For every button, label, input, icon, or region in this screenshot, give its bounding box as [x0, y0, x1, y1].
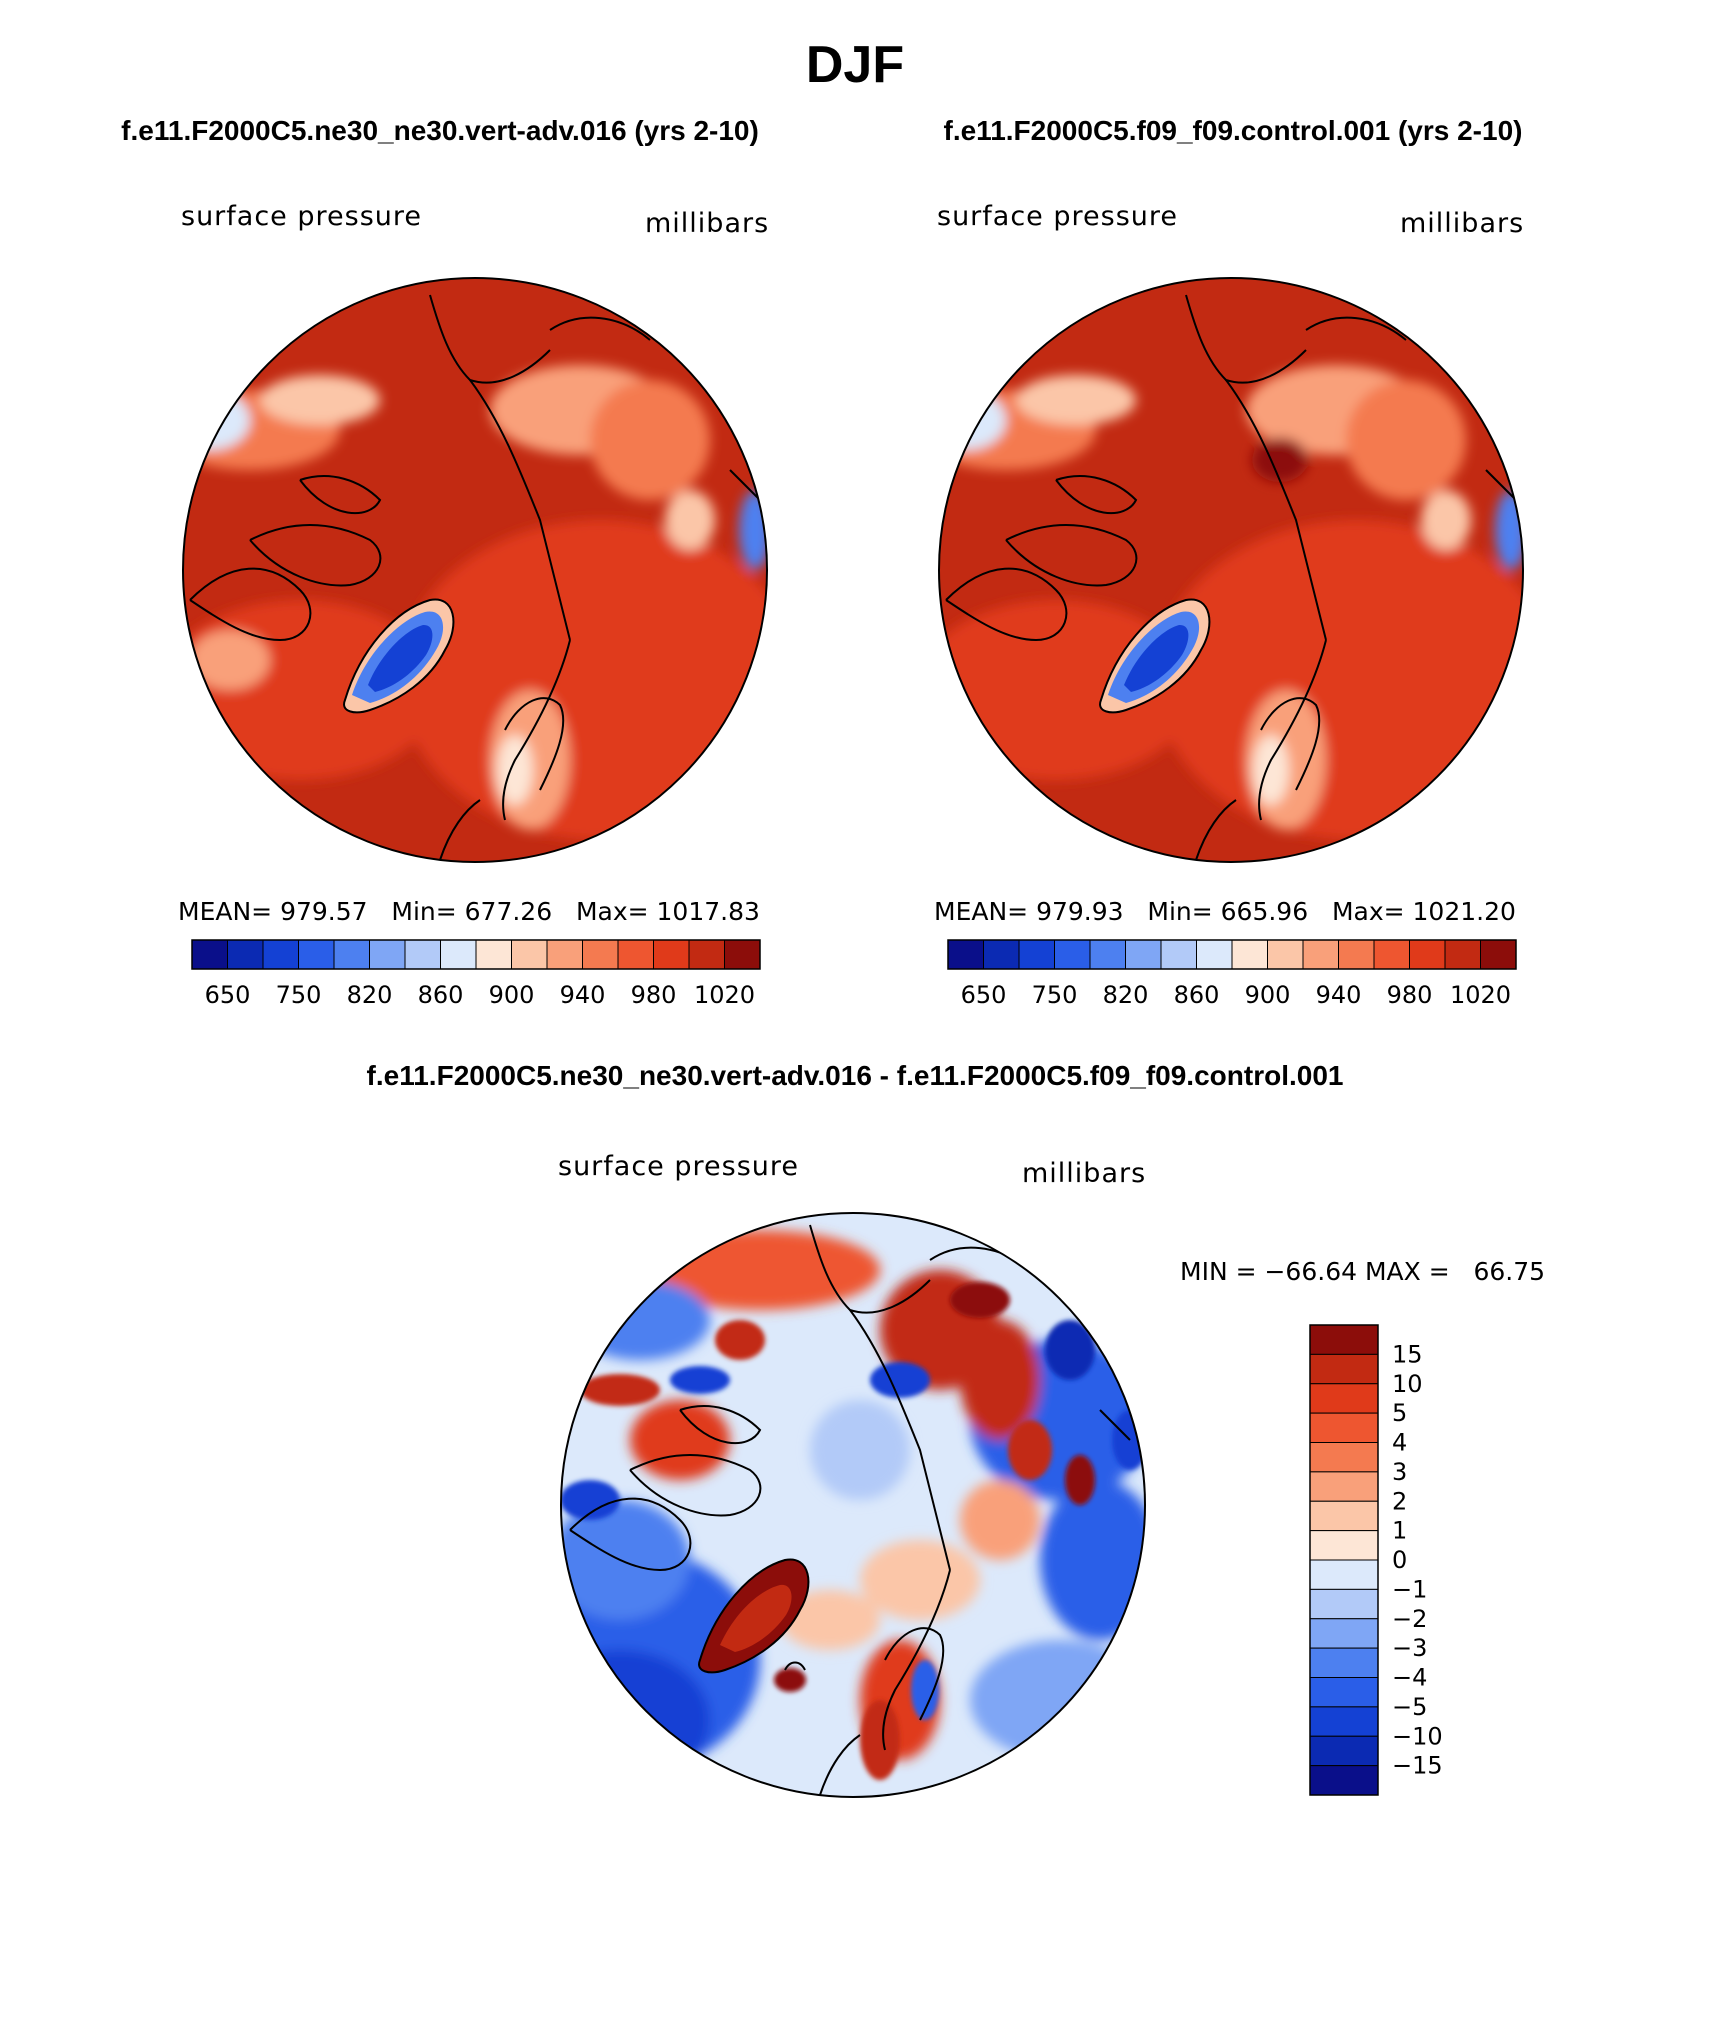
diff-colorbar-swatch-13: [1309, 1706, 1379, 1737]
panel-1-colorbar-label-2: 820: [347, 981, 393, 1009]
panel-1-colorbar-label-1: 750: [276, 981, 322, 1009]
panel-1-colorbar-swatch-13: [653, 939, 690, 970]
panel-1-colorbar-swatch-7: [440, 939, 477, 970]
diff-colorbar-label-1: 10: [1392, 1370, 1423, 1398]
panel-2-units-label: millibars: [1400, 208, 1524, 239]
panel-1-colorbar-label-6: 980: [631, 981, 677, 1009]
panel-2-polar-map: [938, 277, 1524, 863]
diff-colorbar-label-14: −15: [1392, 1752, 1443, 1780]
diff-colorbar-swatch-1: [1309, 1353, 1379, 1385]
diff-colorbar-label-4: 3: [1392, 1458, 1407, 1486]
diff-colorbar-swatch-3: [1309, 1412, 1379, 1443]
diff-colorbar-label-3: 4: [1392, 1429, 1407, 1457]
panel-1-colorbar-swatch-14: [688, 939, 725, 970]
panel-2-colorbar-label-6: 980: [1387, 981, 1433, 1009]
panel-1-colorbar-swatch-1: [227, 939, 264, 970]
panel-2-colorbar-label-3: 860: [1174, 981, 1220, 1009]
diff-colorbar-label-13: −10: [1392, 1722, 1443, 1750]
panel-2-colorbar-swatch-15: [1480, 939, 1517, 970]
diff-colorbar-label-11: −4: [1392, 1664, 1427, 1692]
panel-2-colorbar-swatch-9: [1267, 939, 1304, 970]
diff-colorbar-label-10: −3: [1392, 1634, 1427, 1662]
panel-1-header: f.e11.F2000C5.ne30_ne30.vert-adv.016 (yr…: [121, 115, 759, 146]
panel-1-stats: MEAN= 979.57 Min= 677.26 Max= 1017.83: [178, 897, 760, 926]
panel-2-colorbar-swatch-13: [1409, 939, 1446, 970]
diff-colorbar-swatch-4: [1309, 1442, 1379, 1473]
panel-2-colorbar-label-1: 750: [1032, 981, 1078, 1009]
panel-2-colorbar-label-2: 820: [1103, 981, 1149, 1009]
diff-colorbar-swatch-11: [1309, 1647, 1379, 1678]
panel-2-colorbar-label-0: 650: [961, 981, 1007, 1009]
panel-2-colorbar-swatch-4: [1089, 939, 1126, 970]
panel-2-colorbar-label-7: 1020: [1450, 981, 1511, 1009]
panel-2-header: f.e11.F2000C5.f09_f09.control.001 (yrs 2…: [944, 115, 1523, 146]
diff-panel-units-label: millibars: [1022, 1158, 1146, 1189]
panel-2-colorbar-swatch-11: [1338, 939, 1375, 970]
panel-1-colorbar-swatch-10: [546, 939, 583, 970]
panel-2-colorbar: 650 750 820 860 900 940 980 1020: [947, 939, 1517, 1009]
diff-colorbar-label-5: 2: [1392, 1487, 1407, 1515]
diff-colorbar-swatch-12: [1309, 1677, 1379, 1708]
diff-colorbar-swatch-8: [1309, 1559, 1379, 1590]
diff-colorbar-label-8: −1: [1392, 1575, 1427, 1603]
panel-2-colorbar-label-4: 900: [1245, 981, 1291, 1009]
panel-1-polar-map: [182, 277, 768, 863]
panel-1-colorbar-label-0: 650: [205, 981, 251, 1009]
diff-colorbar-label-2: 5: [1392, 1399, 1407, 1427]
panel-1-units-label: millibars: [645, 208, 769, 239]
panel-1-colorbar-swatch-11: [582, 939, 619, 970]
diff-colorbar-swatch-7: [1309, 1530, 1379, 1561]
diff-colorbar-label-9: −2: [1392, 1605, 1427, 1633]
diff-panel-header: f.e11.F2000C5.ne30_ne30.vert-adv.016 - f…: [367, 1060, 1344, 1091]
panel-2-colorbar-swatch-5: [1125, 939, 1162, 970]
panel-1-colorbar-label-4: 900: [489, 981, 535, 1009]
panel-1-variable-label: surface pressure: [181, 201, 422, 232]
diff-colorbar-swatch-0: [1309, 1324, 1379, 1355]
panel-2-colorbar-swatch-1: [983, 939, 1020, 970]
panel-2-colorbar-swatch-12: [1373, 939, 1410, 970]
panel-2-variable-label: surface pressure: [937, 201, 1178, 232]
diff-colorbar-swatch-10: [1309, 1618, 1379, 1649]
panel-1-colorbar-swatch-5: [369, 939, 406, 970]
diff-colorbar-swatch-5: [1309, 1471, 1379, 1502]
diff-panel-stats: MIN = −66.64 MAX = 66.75: [1180, 1257, 1545, 1286]
panel-2-colorbar-swatch-10: [1302, 939, 1339, 970]
diff-colorbar-label-12: −5: [1392, 1693, 1427, 1721]
diff-colorbar-swatch-14: [1309, 1735, 1379, 1767]
diff-colorbar-label-6: 1: [1392, 1517, 1407, 1545]
diff-colorbar-label-7: 0: [1392, 1546, 1407, 1574]
panel-1-colorbar-label-5: 940: [560, 981, 606, 1009]
diff-panel-variable-label: surface pressure: [558, 1151, 799, 1182]
diff-colorbar-swatch-6: [1309, 1500, 1379, 1532]
panel-2-colorbar-swatch-14: [1444, 939, 1481, 970]
panel-2-colorbar-swatch-8: [1231, 939, 1268, 970]
panel-2-stats: MEAN= 979.93 Min= 665.96 Max= 1021.20: [934, 897, 1516, 926]
panel-1-colorbar-swatch-0: [191, 939, 228, 970]
panel-1-colorbar: 650 750 820 860 900 940 980 1020: [191, 939, 761, 1009]
panel-1-colorbar-swatch-9: [511, 939, 548, 970]
panel-2-colorbar-swatch-0: [947, 939, 984, 970]
panel-1-colorbar-swatch-3: [298, 939, 335, 970]
panel-1-colorbar-swatch-4: [333, 939, 370, 970]
panel-1-colorbar-swatch-15: [724, 939, 761, 970]
panel-2-colorbar-swatch-6: [1160, 939, 1197, 970]
panel-2-colorbar-swatch-7: [1196, 939, 1233, 970]
panel-1-colorbar-swatch-6: [404, 939, 441, 970]
panel-1-colorbar-swatch-12: [617, 939, 654, 970]
figure-title: DJF: [806, 36, 904, 94]
diff-colorbar-swatch-15: [1309, 1765, 1379, 1796]
diff-colorbar-label-0: 15: [1392, 1340, 1423, 1368]
panel-2-colorbar-label-5: 940: [1316, 981, 1362, 1009]
diff-panel-polar-map: [560, 1212, 1146, 1798]
panel-2-colorbar-swatch-3: [1054, 939, 1091, 970]
panel-1-colorbar-swatch-8: [475, 939, 512, 970]
panel-2-colorbar-swatch-2: [1018, 939, 1055, 970]
panel-1-colorbar-label-3: 860: [418, 981, 464, 1009]
panel-1-colorbar-label-7: 1020: [694, 981, 755, 1009]
diff-colorbar-swatch-9: [1309, 1588, 1379, 1620]
diff-colorbar-swatch-2: [1309, 1383, 1379, 1414]
panel-1-colorbar-swatch-2: [262, 939, 299, 970]
